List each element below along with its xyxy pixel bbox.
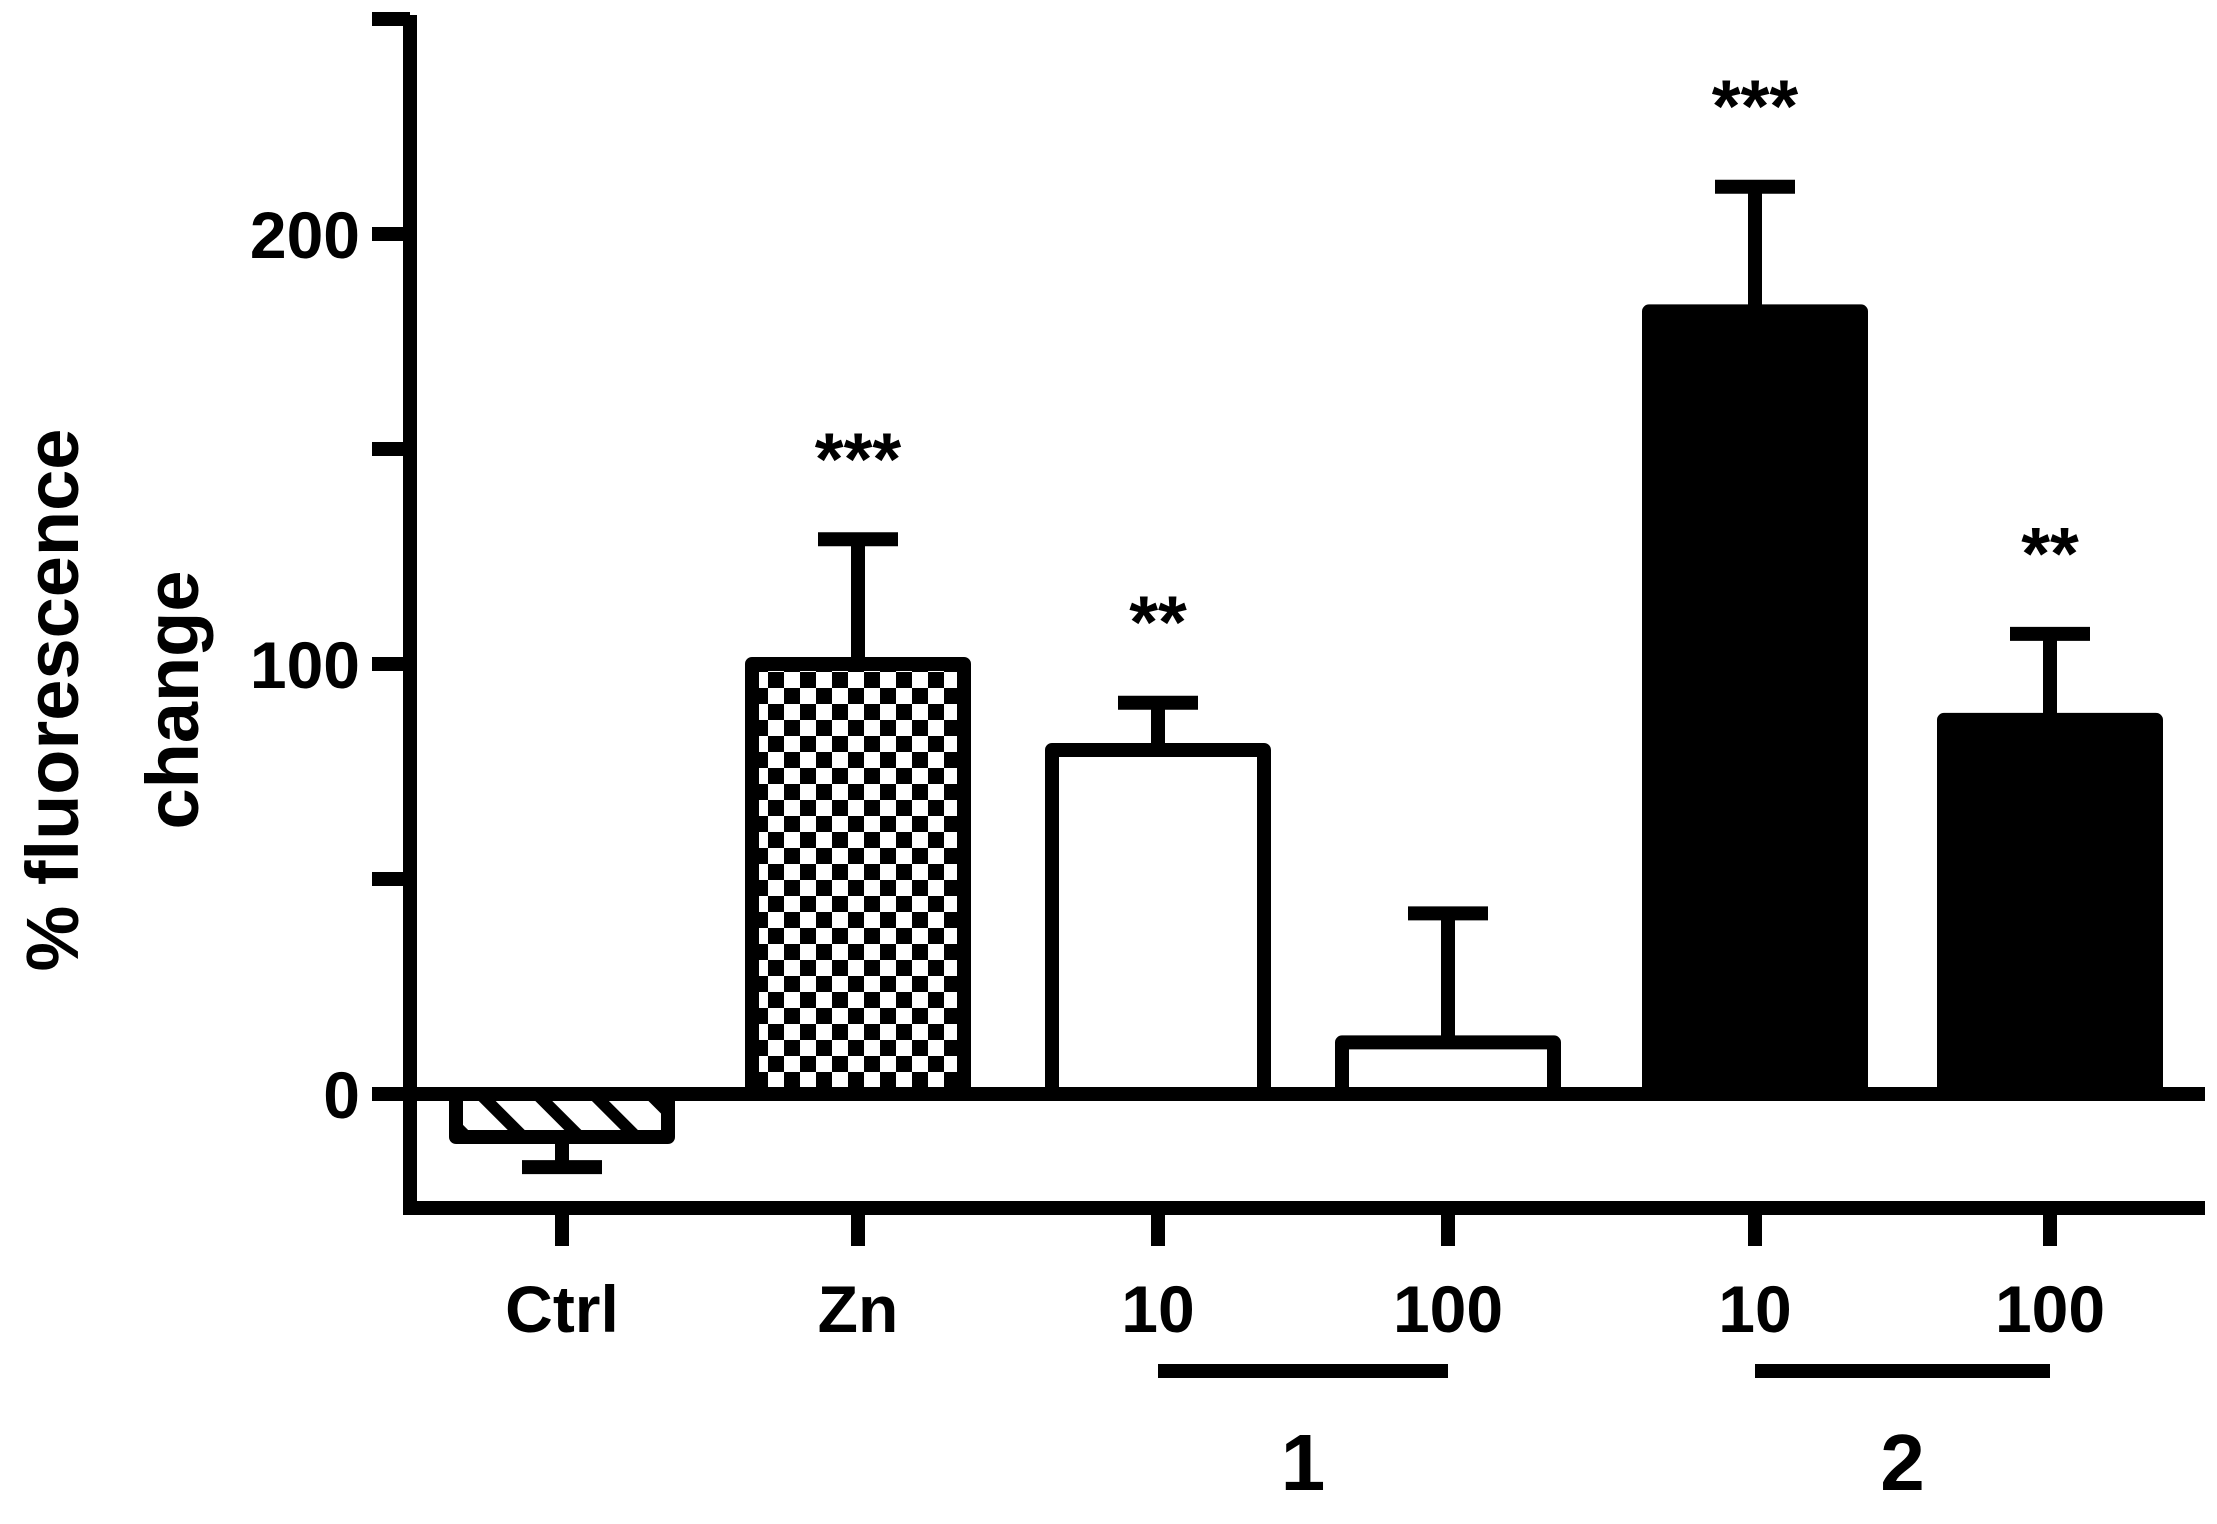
significance-label: ** bbox=[1129, 581, 1187, 664]
y-axis-title-line: % fluorescence bbox=[11, 429, 94, 972]
x-tick-label: 10 bbox=[1718, 1272, 1791, 1346]
significance-label: *** bbox=[815, 417, 902, 500]
y-axis-title-line: change bbox=[131, 570, 214, 829]
y-axis-title: % fluorescence change bbox=[11, 429, 214, 972]
group-label: 1 bbox=[1281, 1418, 1326, 1507]
bar bbox=[745, 657, 971, 1101]
significance-label: ** bbox=[2021, 512, 2079, 595]
x-tick-label: Ctrl bbox=[505, 1272, 619, 1346]
bars bbox=[449, 179, 2163, 1175]
axes bbox=[372, 12, 2205, 1378]
x-tick-label: Zn bbox=[818, 1272, 899, 1346]
x-tick-label: 100 bbox=[1995, 1272, 2105, 1346]
labels: 0 100 200 Ctrl Zn *** 10 ** 100 10 *** 100 ** 1 2 bbox=[250, 65, 2105, 1507]
bar bbox=[1937, 712, 2163, 1102]
group-label: 2 bbox=[1880, 1418, 1925, 1507]
y-tick-label: 100 bbox=[250, 628, 360, 702]
significance-label: *** bbox=[1712, 65, 1799, 148]
bar bbox=[449, 1087, 675, 1144]
x-tick-label: 100 bbox=[1393, 1272, 1503, 1346]
x-tick-label: 10 bbox=[1121, 1272, 1194, 1346]
y-tick-label: 200 bbox=[250, 198, 360, 272]
y-tick-label: 0 bbox=[323, 1058, 360, 1132]
bar bbox=[1335, 1035, 1561, 1102]
bar bbox=[1045, 743, 1271, 1101]
bar bbox=[1642, 304, 1868, 1101]
